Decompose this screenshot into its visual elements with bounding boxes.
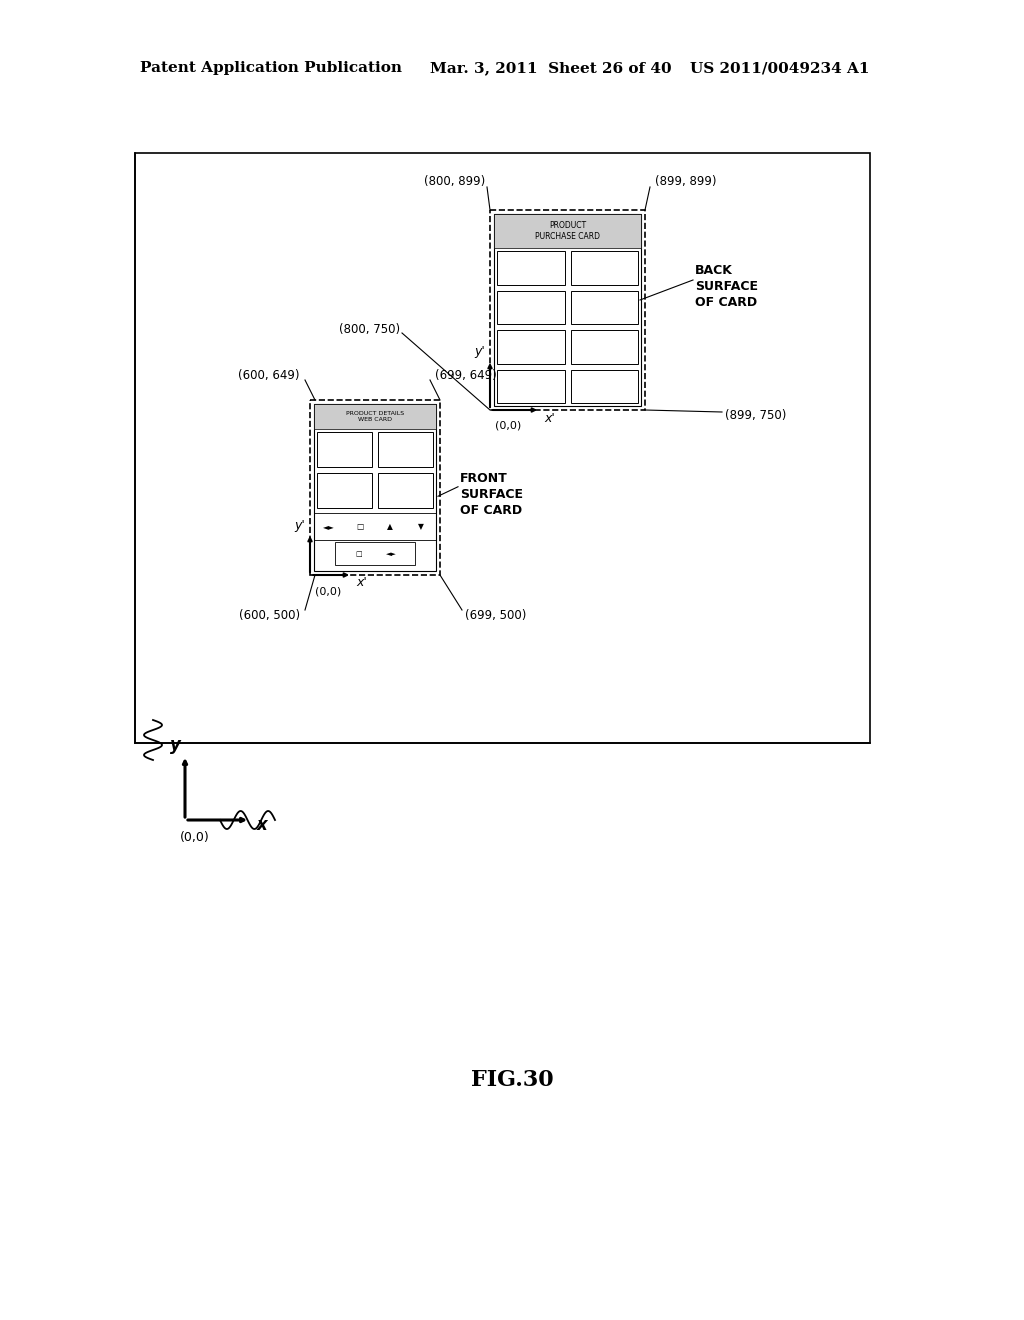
Text: (899, 899): (899, 899) <box>655 176 717 189</box>
Text: (699, 500): (699, 500) <box>465 609 526 622</box>
Text: (800, 899): (800, 899) <box>424 176 485 189</box>
Text: (699, 649): (699, 649) <box>435 368 497 381</box>
Bar <box>317 473 372 508</box>
Bar <box>497 251 564 285</box>
Text: □: □ <box>356 523 364 531</box>
Bar <box>497 290 564 323</box>
Bar <box>570 251 638 285</box>
Text: OF CARD: OF CARD <box>460 504 522 517</box>
Text: ◄►: ◄► <box>324 523 335 531</box>
Text: PRODUCT DETAILS
WEB CARD: PRODUCT DETAILS WEB CARD <box>346 411 404 421</box>
Text: BACK: BACK <box>695 264 733 276</box>
Bar <box>314 513 436 540</box>
Text: FIG.30: FIG.30 <box>471 1069 553 1092</box>
Text: x: x <box>257 816 267 834</box>
Text: (600, 649): (600, 649) <box>239 368 300 381</box>
Text: (800, 750): (800, 750) <box>339 323 400 337</box>
Text: Mar. 3, 2011  Sheet 26 of 40: Mar. 3, 2011 Sheet 26 of 40 <box>430 61 672 75</box>
Bar <box>314 404 436 429</box>
Text: SURFACE: SURFACE <box>695 280 758 293</box>
Text: PRODUCT
PURCHASE CARD: PRODUCT PURCHASE CARD <box>535 222 600 240</box>
Bar <box>497 330 564 363</box>
Bar <box>317 432 372 467</box>
Bar <box>378 473 433 508</box>
Bar <box>490 210 645 411</box>
Text: SURFACE: SURFACE <box>460 488 523 502</box>
Bar <box>494 214 641 407</box>
Bar <box>494 214 641 248</box>
Bar <box>310 400 440 576</box>
Bar <box>335 543 415 565</box>
Bar <box>135 153 870 743</box>
Bar <box>570 370 638 403</box>
Text: (0,0): (0,0) <box>495 420 521 430</box>
Text: OF CARD: OF CARD <box>695 296 757 309</box>
Text: US 2011/0049234 A1: US 2011/0049234 A1 <box>690 61 870 75</box>
Text: (600, 500): (600, 500) <box>239 609 300 622</box>
Text: ▲: ▲ <box>387 523 393 531</box>
Text: ◄►: ◄► <box>385 550 396 557</box>
Text: (0,0): (0,0) <box>315 586 341 597</box>
Text: (899, 750): (899, 750) <box>725 408 786 421</box>
Text: y: y <box>170 737 180 754</box>
Text: □: □ <box>355 550 362 557</box>
Text: x': x' <box>545 412 555 425</box>
Text: Patent Application Publication: Patent Application Publication <box>140 61 402 75</box>
Bar <box>570 330 638 363</box>
Text: x': x' <box>356 577 368 590</box>
Bar <box>570 290 638 323</box>
Bar <box>378 432 433 467</box>
Text: (0,0): (0,0) <box>180 832 210 845</box>
Text: y': y' <box>295 519 305 532</box>
Text: FRONT: FRONT <box>460 473 508 486</box>
Text: y': y' <box>475 346 485 359</box>
Bar <box>314 404 436 572</box>
Bar <box>497 370 564 403</box>
Text: ▼: ▼ <box>418 523 424 531</box>
